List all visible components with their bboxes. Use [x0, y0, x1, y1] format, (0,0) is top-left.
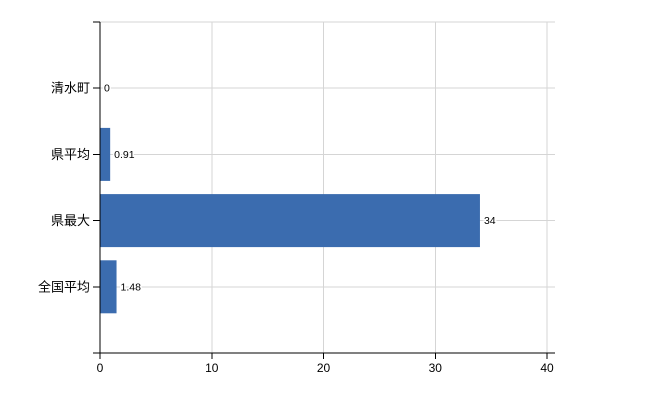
- value-label: 1.48: [121, 281, 142, 293]
- x-tick-label: 40: [540, 361, 554, 375]
- category-label: 県最大: [51, 213, 90, 228]
- x-tick-label: 20: [317, 361, 331, 375]
- category-label: 県平均: [51, 147, 90, 162]
- category-label: 全国平均: [38, 279, 90, 294]
- value-label: 0.91: [114, 149, 135, 161]
- x-tick-label: 0: [97, 361, 104, 375]
- value-label: 34: [484, 215, 496, 227]
- x-tick-label: 10: [205, 361, 219, 375]
- bar: [100, 260, 117, 314]
- bar: [100, 127, 111, 181]
- value-label: 0: [104, 83, 110, 95]
- bar: [100, 194, 480, 248]
- x-tick-label: 30: [429, 361, 443, 375]
- category-label: 清水町: [51, 81, 90, 96]
